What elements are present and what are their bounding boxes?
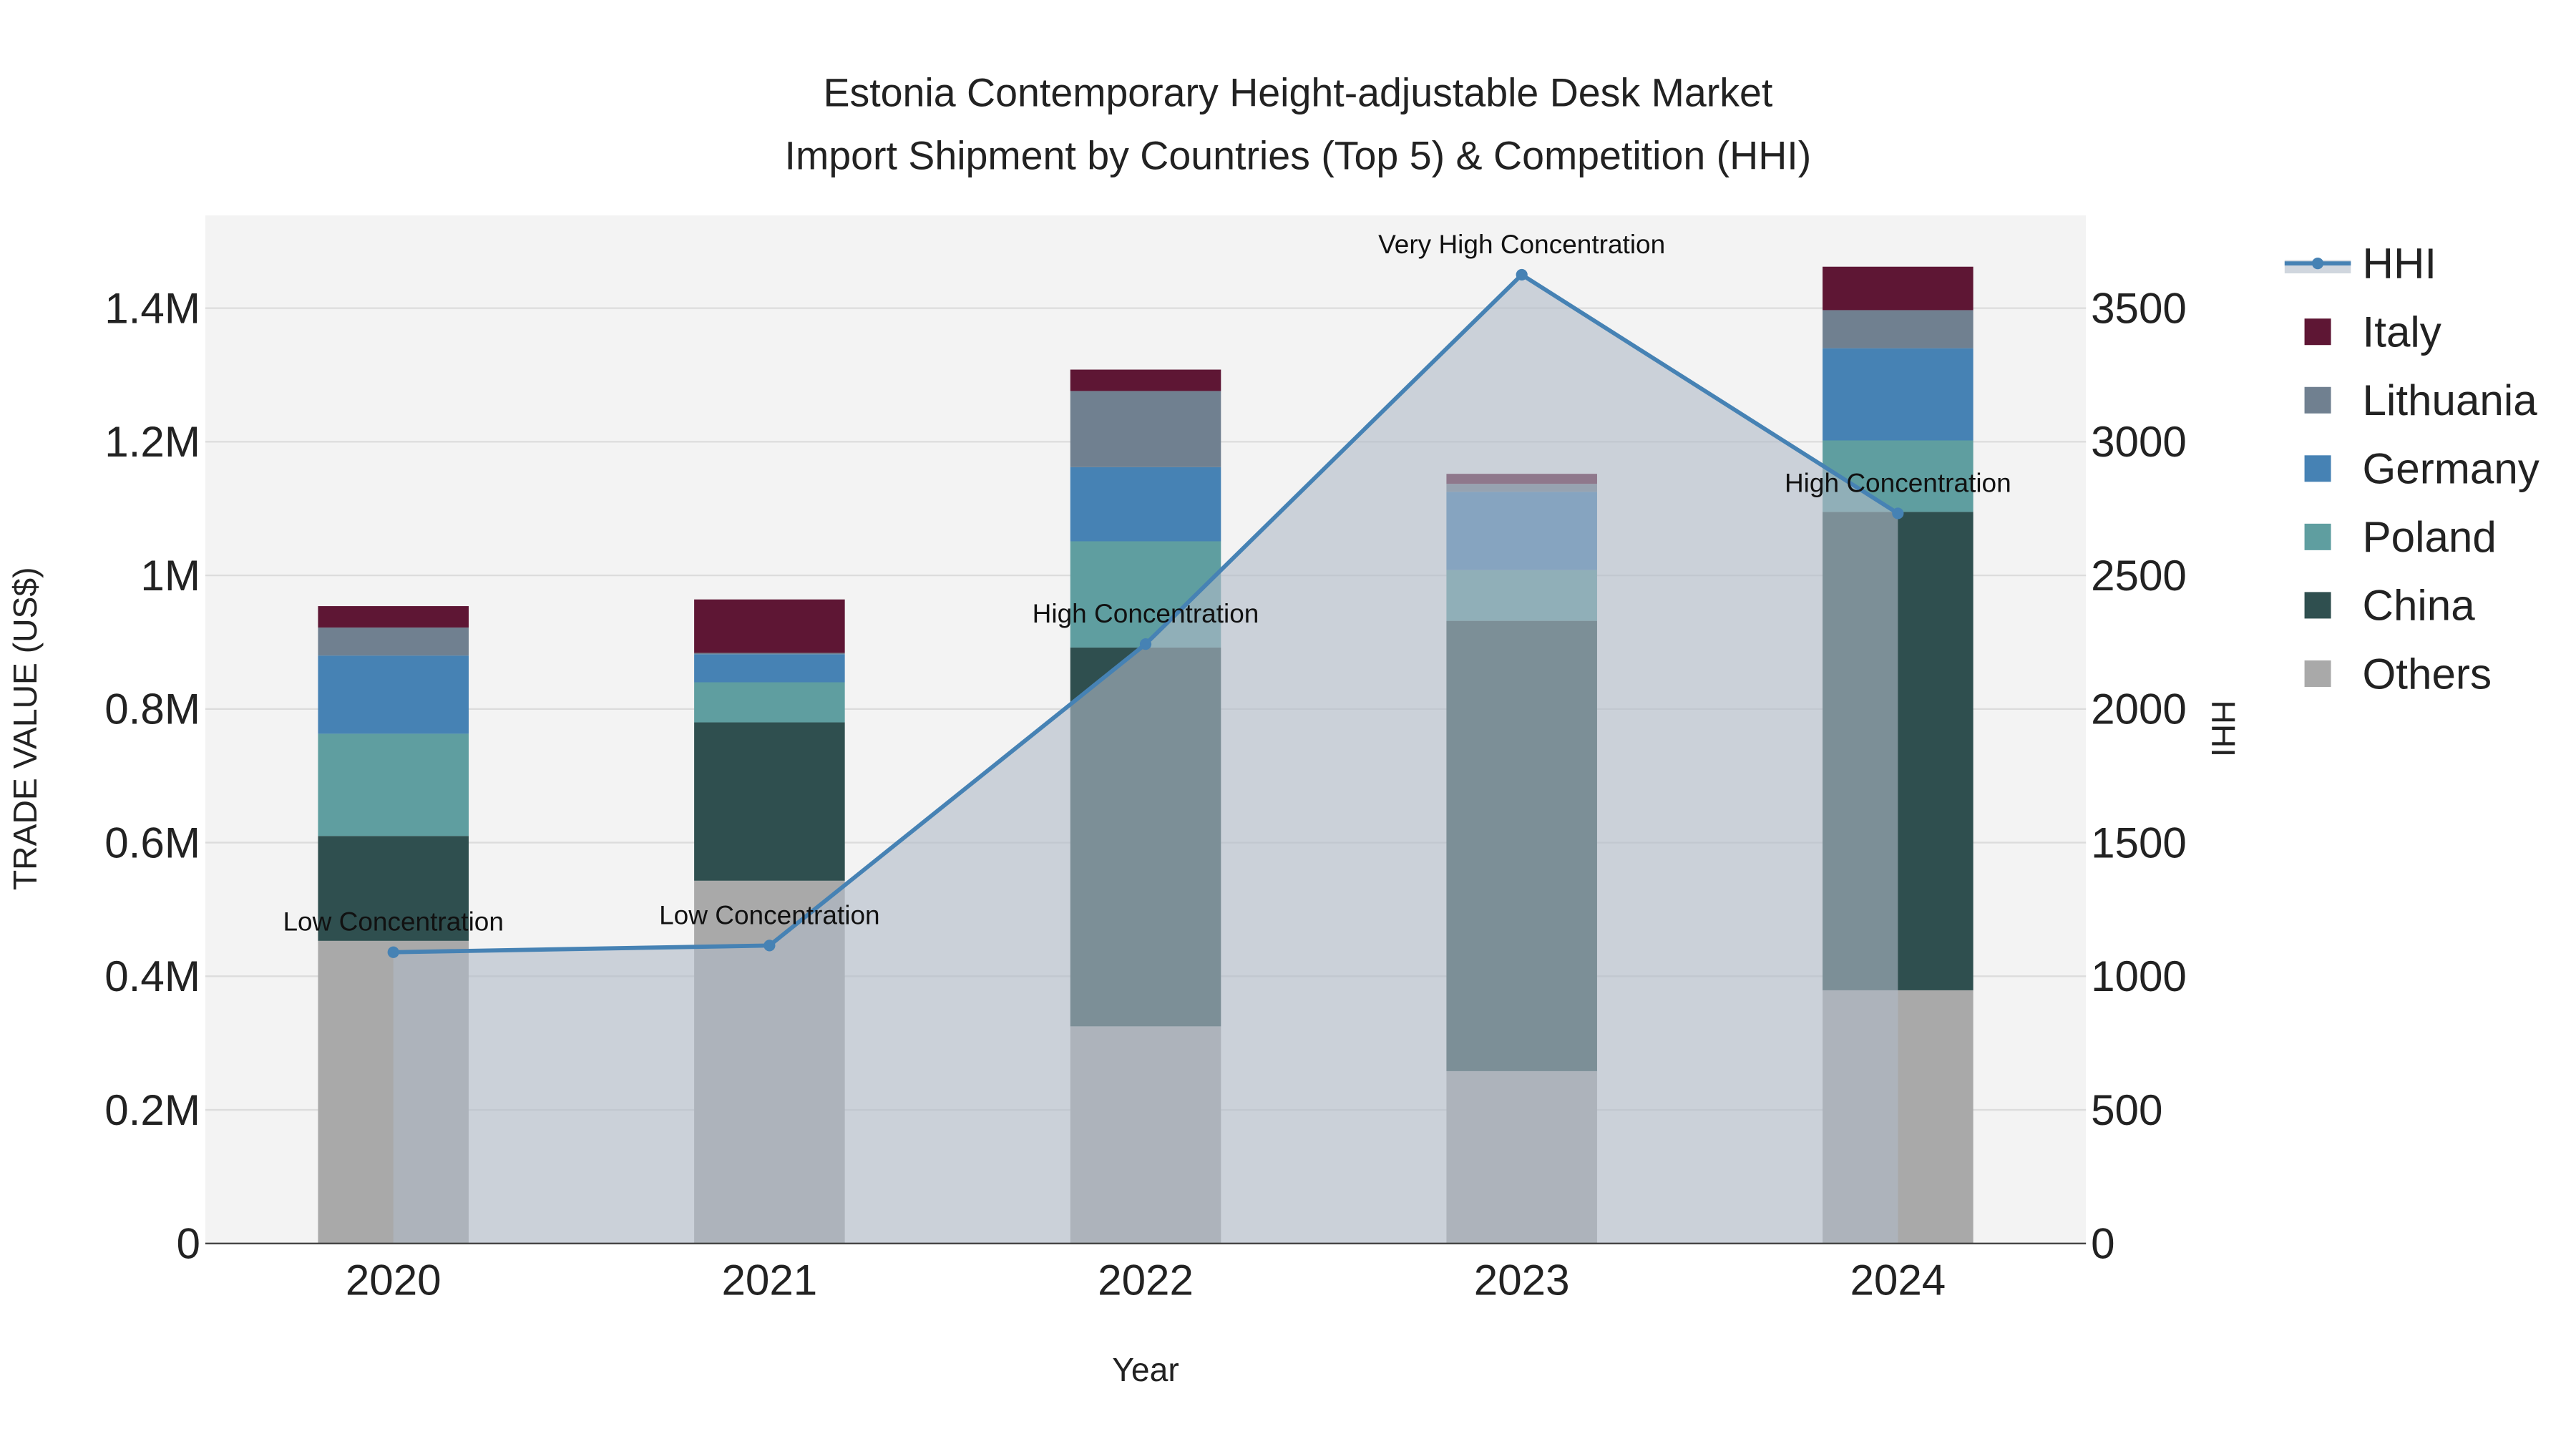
y-tick-label: 0.6M: [104, 819, 200, 867]
y2-tick-label: 1000: [2091, 952, 2187, 1000]
y-tick-label: 1.4M: [104, 284, 200, 332]
y-tick-label: 0: [176, 1220, 200, 1268]
hhi-point: [1139, 638, 1152, 650]
y2-tick-label: 3500: [2091, 284, 2187, 332]
legend-label-lithuania[interactable]: Lithuania: [2363, 376, 2538, 424]
bar-china-2021: [694, 722, 845, 881]
y2-tick-label: 3000: [2091, 418, 2187, 466]
axes: 0 0.2M 0.4M 0.6M 0.8M 1M 1.2M 1.4M 0 500 1000 1500 2…: [104, 284, 2187, 1304]
hhi-annotation: Very High Concentration: [1378, 229, 1665, 259]
legend-label-germany[interactable]: Germany: [2363, 445, 2540, 493]
y-tick-label: 1.2M: [104, 418, 200, 466]
y-tick-label: 0.4M: [104, 952, 200, 1000]
bar-italy-2021: [694, 599, 845, 653]
bar-germany-2020: [318, 655, 469, 734]
hhi-point: [387, 946, 399, 958]
y2-tick-label: 0: [2091, 1220, 2114, 1268]
y2-tick-label: 2000: [2091, 686, 2187, 733]
hhi-annotation: High Concentration: [1785, 467, 2011, 497]
legend-hhi-marker: [2311, 258, 2324, 270]
legend-swatch-germany: [2304, 455, 2331, 482]
hhi-point: [1516, 268, 1528, 281]
bar-poland-2020: [318, 733, 469, 836]
y2-tick-label: 2500: [2091, 552, 2187, 600]
legend-label-italy[interactable]: Italy: [2363, 308, 2441, 356]
hhi-point: [1892, 507, 1904, 519]
hhi-series: Low Concentration Low Concentration High C…: [283, 229, 2011, 1244]
legend-swatch-others: [2304, 660, 2331, 687]
bar-lithuania-2022: [1070, 391, 1221, 467]
y2-tick-label: 1500: [2091, 819, 2187, 867]
legend-swatch-lithuania: [2304, 386, 2331, 414]
bar-lithuania-2024: [1823, 310, 1974, 348]
hhi-area: [393, 274, 1898, 1244]
chart-title-line1: Estonia Contemporary Height-adjustable D…: [823, 70, 1772, 114]
hhi-annotation: Low Concentration: [283, 907, 504, 937]
bar-china-2020: [318, 836, 469, 941]
legend-label-china[interactable]: China: [2363, 582, 2476, 630]
hhi-annotation: Low Concentration: [659, 899, 880, 930]
legend-swatch-china: [2304, 592, 2331, 619]
y2-axis-title: HHI: [2205, 700, 2242, 757]
bar-poland-2021: [694, 682, 845, 723]
legend-label-hhi[interactable]: HHI: [2363, 240, 2437, 288]
x-tick-label: 2021: [721, 1257, 817, 1304]
legend: HHI Italy Lithuania Germany Poland China Other…: [2284, 240, 2540, 698]
hhi-point: [763, 940, 776, 952]
y-axis-title: TRADE VALUE (US$): [6, 567, 44, 890]
y2-tick-label: 500: [2091, 1086, 2162, 1134]
legend-label-others[interactable]: Others: [2363, 650, 2492, 698]
y-tick-label: 0.8M: [104, 686, 200, 733]
bar-germany-2024: [1823, 348, 1974, 441]
y-tick-label: 1M: [140, 552, 200, 600]
bar-germany-2022: [1070, 467, 1221, 542]
x-tick-label: 2023: [1474, 1257, 1570, 1304]
legend-swatch-poland: [2304, 523, 2331, 550]
x-axis-title: Year: [1112, 1351, 1179, 1388]
hhi-annotation: High Concentration: [1033, 598, 1259, 628]
bar-italy-2020: [318, 606, 469, 628]
x-tick-label: 2020: [346, 1257, 441, 1304]
legend-label-poland[interactable]: Poland: [2363, 513, 2497, 561]
legend-swatch-italy: [2304, 318, 2331, 346]
x-tick-label: 2022: [1098, 1257, 1194, 1304]
bar-italy-2022: [1070, 369, 1221, 391]
chart-title-line2: Import Shipment by Countries (Top 5) & C…: [785, 133, 1812, 177]
bar-italy-2024: [1823, 266, 1974, 311]
bar-lithuania-2020: [318, 627, 469, 656]
bar-lithuania-2021: [694, 653, 845, 655]
x-tick-label: 2024: [1850, 1257, 1946, 1304]
y-tick-label: 0.2M: [104, 1086, 200, 1134]
bar-germany-2021: [694, 654, 845, 683]
